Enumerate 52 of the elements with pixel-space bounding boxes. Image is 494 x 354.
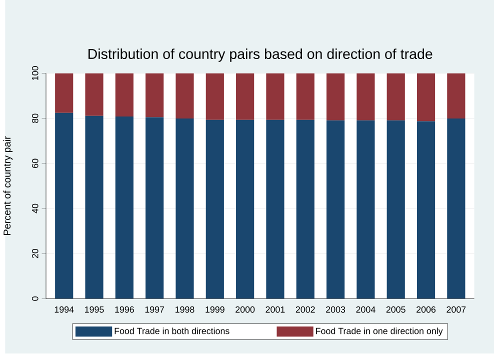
bar <box>326 120 345 299</box>
y-tick-label: 0 <box>32 296 38 301</box>
bar <box>447 73 466 119</box>
y-tick-label: 100 <box>32 66 38 80</box>
bar <box>326 73 345 121</box>
bar <box>296 120 314 299</box>
bar <box>146 73 164 118</box>
y-tick-label: 60 <box>32 159 38 168</box>
y-axis-title: Percent of country pair <box>3 136 13 236</box>
y-tick-label: 40 <box>32 204 38 214</box>
chart-title: Distribution of country pairs based on direction of trade <box>88 48 432 62</box>
bar <box>146 117 164 299</box>
x-tick-label: 1994 <box>54 306 74 313</box>
bar <box>236 73 254 120</box>
x-tick-label: 2007 <box>446 306 466 313</box>
bar <box>236 120 254 299</box>
x-tick-label: 1999 <box>206 306 224 313</box>
bar <box>85 73 104 116</box>
x-tick-label: 2005 <box>386 306 406 313</box>
legend-label: Food Trade in both directions <box>114 328 230 334</box>
bar <box>386 73 405 121</box>
x-tick-label: 2000 <box>236 306 255 313</box>
x-tick-label: 1996 <box>115 306 134 313</box>
bar <box>55 113 74 299</box>
x-tick-label: 1995 <box>85 306 104 313</box>
bar <box>386 120 405 299</box>
x-tick-label: 1997 <box>145 306 164 313</box>
bar <box>416 121 436 299</box>
y-tick-label: 20 <box>32 249 38 258</box>
x-tick-label: 2004 <box>356 306 376 313</box>
x-tick-label: 2001 <box>266 306 285 313</box>
bar <box>115 116 134 299</box>
bar <box>416 73 436 122</box>
bar <box>206 120 224 299</box>
bar <box>55 73 74 114</box>
bar <box>447 118 466 299</box>
bar <box>176 118 194 299</box>
bar <box>266 73 284 120</box>
x-tick-label: 2002 <box>296 306 315 313</box>
x-tick-label: 2006 <box>416 306 436 313</box>
bar <box>176 73 194 119</box>
bar <box>115 73 134 117</box>
bar <box>266 120 284 299</box>
x-tick-label: 1998 <box>176 306 194 313</box>
x-tick-label: 2003 <box>326 306 346 313</box>
bar <box>356 120 375 299</box>
legend-label: Food Trade in one direction only <box>316 328 443 336</box>
bar <box>356 73 375 121</box>
bar <box>206 73 224 120</box>
bar <box>296 73 314 120</box>
bar <box>85 116 104 299</box>
y-tick-label: 80 <box>32 114 38 124</box>
